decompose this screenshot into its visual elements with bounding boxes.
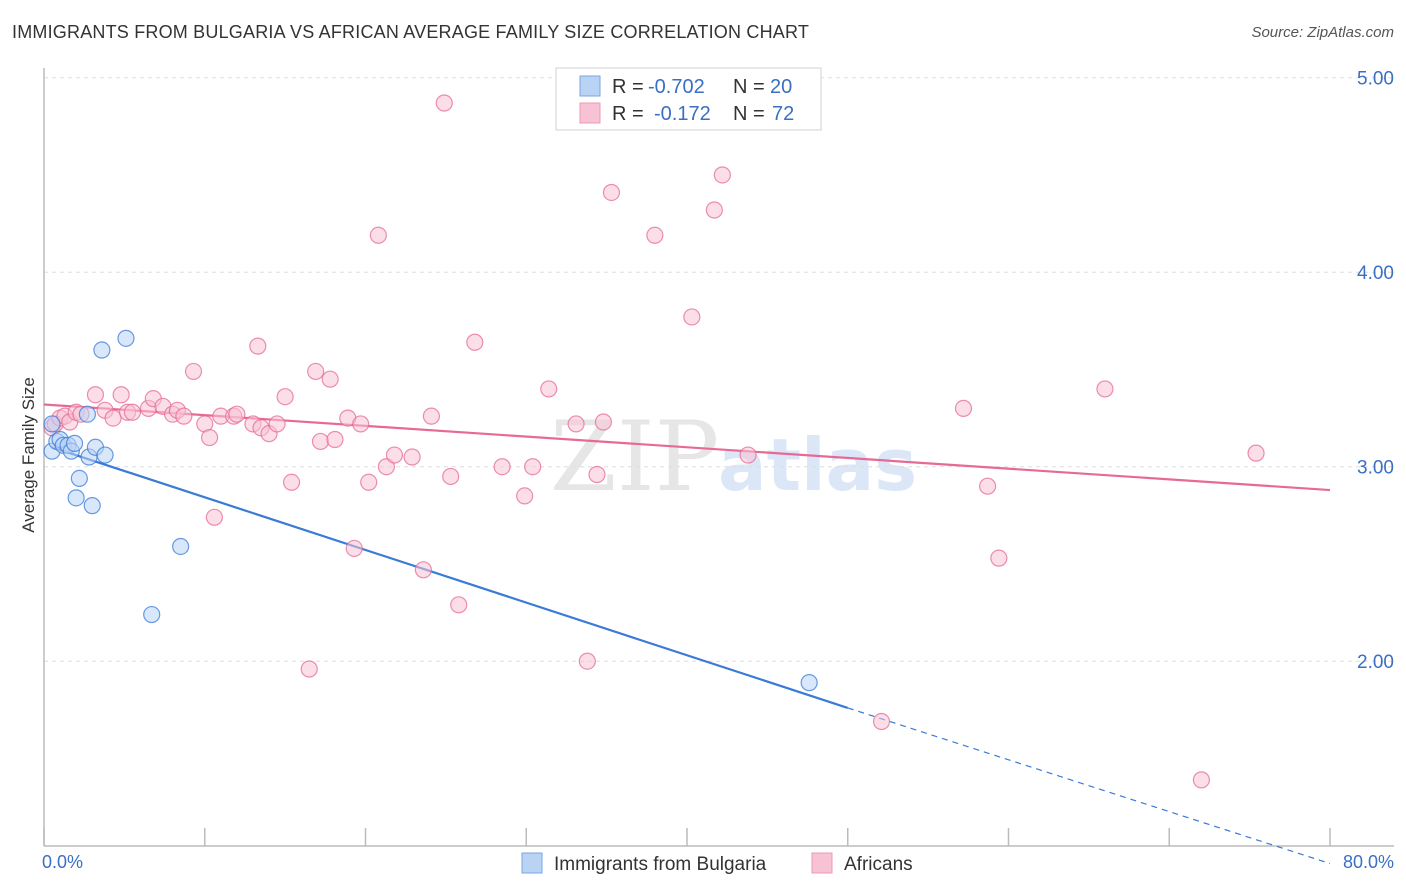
legend-n-value-1: 20 xyxy=(770,76,792,98)
series-legend-label-africans: Africans xyxy=(844,854,913,875)
point-series-1-60 xyxy=(602,183,621,202)
series-legend: Immigrants from Bulgaria Africans xyxy=(521,852,913,875)
point-series-1-59 xyxy=(594,413,613,431)
point-series-1-35 xyxy=(311,432,330,451)
point-series-0-12 xyxy=(83,497,101,515)
legend-r-label-2: R = xyxy=(612,103,644,125)
watermark-atlas: atlas xyxy=(718,423,917,507)
point-series-1-67 xyxy=(954,399,973,417)
legend-n-label-2: N = xyxy=(733,103,765,125)
point-series-1-44 xyxy=(385,446,404,464)
legend-r-value-1: -0.702 xyxy=(648,76,705,98)
point-series-1-55 xyxy=(540,380,558,398)
gridlines xyxy=(44,77,1394,662)
point-series-1-71 xyxy=(1192,771,1211,789)
point-series-1-43 xyxy=(377,458,395,476)
legend-n-value-2: 72 xyxy=(772,103,794,125)
series-legend-swatch-africans xyxy=(811,852,833,874)
point-series-1-27 xyxy=(249,337,267,355)
point-series-1-53 xyxy=(516,487,534,505)
point-series-1-51 xyxy=(466,333,484,351)
point-series-0-8 xyxy=(67,489,85,507)
point-series-1-61 xyxy=(646,226,664,244)
point-series-1-72 xyxy=(1247,444,1265,462)
point-series-1-30 xyxy=(268,415,286,433)
point-series-1-22 xyxy=(205,508,223,526)
point-series-1-18 xyxy=(175,407,193,425)
point-series-1-58 xyxy=(588,465,606,484)
source-label: Source: ZipAtlas.com xyxy=(1251,24,1394,41)
point-series-1-32 xyxy=(282,473,301,491)
series-legend-label-bulgaria: Immigrants from Bulgaria xyxy=(554,854,767,875)
point-series-1-54 xyxy=(524,458,542,476)
point-series-1-68 xyxy=(979,477,997,495)
point-series-0-19 xyxy=(800,674,818,692)
point-series-1-46 xyxy=(414,561,432,579)
point-series-1-9 xyxy=(104,409,122,427)
y-axis-title: Average Family Size xyxy=(19,377,38,533)
legend-n-label-1: N = xyxy=(733,76,765,98)
point-series-1-37 xyxy=(326,430,344,449)
point-series-0-17 xyxy=(143,605,161,624)
point-series-1-25 xyxy=(228,405,246,423)
point-series-1-57 xyxy=(578,652,596,670)
point-series-1-70 xyxy=(1096,380,1114,398)
point-series-1-66 xyxy=(872,712,891,731)
point-series-1-34 xyxy=(307,362,325,381)
point-series-1-45 xyxy=(403,448,421,466)
point-series-1-56 xyxy=(567,415,585,433)
point-series-1-42 xyxy=(369,226,387,244)
point-series-1-31 xyxy=(276,388,294,406)
point-series-0-10 xyxy=(78,405,97,423)
point-series-1-12 xyxy=(123,403,142,421)
point-series-1-52 xyxy=(493,458,511,476)
trend-line-series-0 xyxy=(51,446,849,709)
point-series-1-7 xyxy=(86,386,105,404)
point-series-1-69 xyxy=(990,549,1008,567)
point-series-1-39 xyxy=(345,539,363,558)
point-series-1-21 xyxy=(200,428,219,447)
point-series-1-65 xyxy=(739,446,757,464)
point-series-1-33 xyxy=(300,660,318,678)
point-series-0-9 xyxy=(70,469,88,487)
correlation-legend: R = -0.702 N = 20 R = -0.172 N = 72 xyxy=(555,67,822,131)
point-series-1-49 xyxy=(442,467,460,486)
y-tick-labels: 2.00 3.00 4.00 5.00 xyxy=(1357,69,1394,673)
watermark: ZIP atlas xyxy=(550,401,917,513)
series-legend-swatch-bulgaria xyxy=(521,852,543,874)
point-series-1-36 xyxy=(321,370,339,388)
point-series-0-15 xyxy=(96,446,114,464)
data-points xyxy=(43,94,1265,789)
point-series-1-50 xyxy=(450,596,468,614)
point-series-1-47 xyxy=(422,407,441,425)
x-ticks xyxy=(43,828,1331,846)
trend-line-extension-series-0 xyxy=(847,707,1331,865)
point-series-0-18 xyxy=(172,537,190,556)
point-series-1-41 xyxy=(360,473,378,491)
y-tick-label-5.00: 5.00 xyxy=(1357,69,1394,90)
point-series-1-10 xyxy=(112,386,130,404)
chart-title: IMMIGRANTS FROM BULGARIA VS AFRICAN AVER… xyxy=(12,22,810,42)
point-series-1-63 xyxy=(705,201,723,219)
legend-swatch-blue xyxy=(579,75,601,97)
point-series-1-62 xyxy=(683,308,701,326)
y-tick-label-3.00: 3.00 xyxy=(1357,458,1394,479)
point-series-1-19 xyxy=(184,362,203,381)
point-series-1-40 xyxy=(352,415,370,433)
point-series-1-48 xyxy=(435,94,453,112)
point-series-0-1 xyxy=(43,415,61,433)
point-series-1-64 xyxy=(713,166,731,184)
legend-r-label-1: R = xyxy=(612,76,644,98)
point-series-0-16 xyxy=(117,329,135,347)
y-tick-label-2.00: 2.00 xyxy=(1357,652,1394,673)
legend-swatch-pink xyxy=(579,102,601,124)
x-tick-label-min: 0.0% xyxy=(42,852,83,872)
point-series-0-7 xyxy=(65,434,84,452)
x-tick-label-max: 80.0% xyxy=(1343,852,1394,872)
point-series-0-14 xyxy=(93,341,111,359)
y-tick-label-4.00: 4.00 xyxy=(1357,263,1394,284)
legend-r-value-2: -0.172 xyxy=(654,103,711,125)
